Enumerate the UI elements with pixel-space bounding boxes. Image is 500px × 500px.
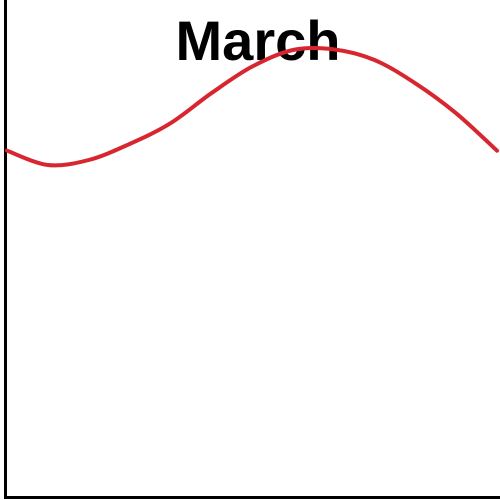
series-layer: [5, 45, 499, 168]
series-line-0: [5, 45, 499, 168]
